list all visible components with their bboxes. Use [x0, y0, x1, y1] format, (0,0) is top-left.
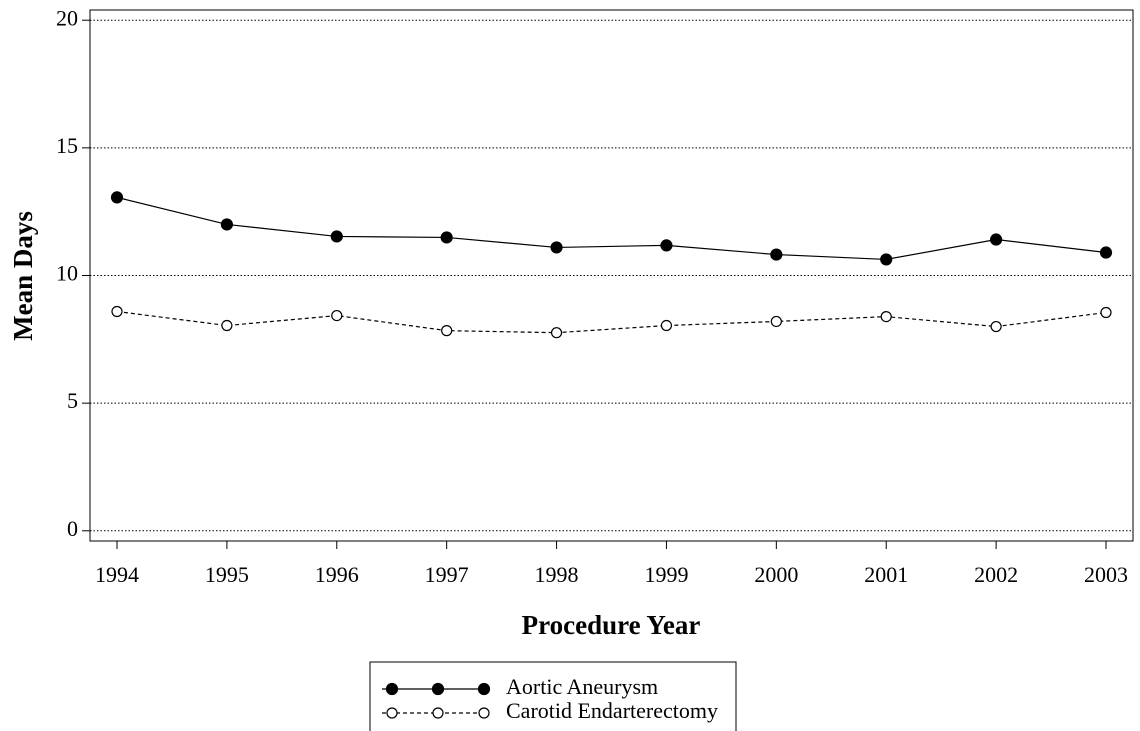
y-tick-label: 5: [67, 388, 78, 413]
series-line: [116, 310, 1107, 334]
data-point: [990, 320, 1002, 333]
data-point: [770, 315, 782, 328]
y-tick-label: 0: [67, 516, 78, 541]
y-tick-label: 15: [56, 133, 78, 158]
data-point: [440, 231, 453, 244]
x-tick-label: 1994: [95, 562, 139, 587]
y-tick-label: 20: [56, 5, 78, 30]
x-tick-label: 1999: [644, 562, 688, 587]
data-point: [660, 319, 673, 332]
series-line: [116, 196, 1107, 261]
data-point: [990, 233, 1003, 246]
x-tick-label: 2003: [1084, 562, 1128, 587]
data-point: [880, 253, 893, 266]
data-point: [1099, 246, 1113, 259]
x-tick-label: 2000: [754, 562, 798, 587]
legend-marker: [478, 707, 490, 719]
x-tick-label: 1996: [315, 562, 359, 587]
x-axis-title: Procedure Year: [522, 610, 701, 640]
y-tick-label: 10: [56, 261, 78, 286]
legend-marker: [477, 682, 491, 696]
legend-marker: [432, 707, 444, 719]
data-point: [550, 327, 563, 339]
data-point: [770, 248, 783, 261]
x-tick-label: 1998: [535, 562, 579, 587]
legend-label: Carotid Endarterectomy: [506, 698, 718, 723]
data-point: [550, 241, 563, 254]
legend-box: [369, 661, 737, 731]
data-point: [880, 311, 892, 323]
x-tick-label: 1997: [425, 562, 469, 587]
legend-marker: [386, 707, 398, 719]
data-point: [330, 230, 343, 243]
legend-label: Aortic Aneurysm: [506, 674, 658, 699]
data-point: [220, 218, 233, 231]
legend-marker: [431, 682, 445, 696]
data-point: [111, 305, 123, 318]
y-axis-title: Mean Days: [8, 211, 38, 341]
x-tick-label: 1995: [205, 562, 249, 587]
x-tick-label: 2001: [864, 562, 908, 587]
data-point: [1100, 306, 1112, 319]
data-point: [331, 309, 343, 322]
data-point: [441, 325, 453, 337]
data-point: [221, 319, 233, 332]
legend-marker: [385, 682, 399, 696]
x-tick-label: 2002: [974, 562, 1018, 587]
data-point: [110, 191, 124, 204]
data-point: [660, 239, 673, 252]
plot-frame: [89, 9, 1134, 542]
